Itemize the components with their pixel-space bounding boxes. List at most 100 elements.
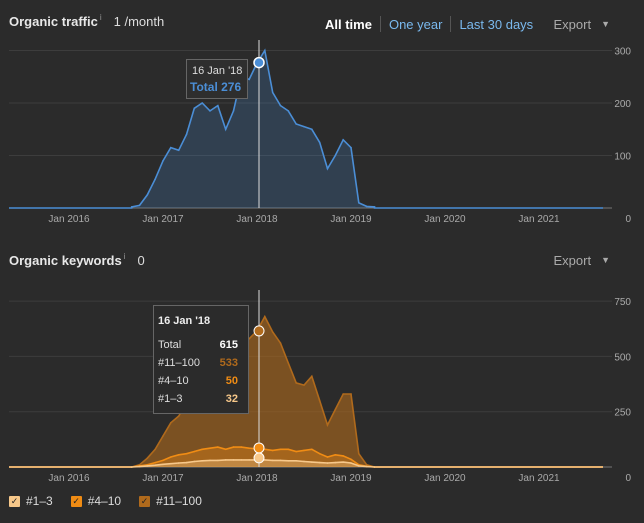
traffic-data-point <box>201 102 203 104</box>
traffic-data-point <box>311 128 313 131</box>
date-range-selector: All time One year Last 30 days <box>317 14 541 34</box>
checkbox-checked-icon[interactable]: ✓ <box>139 495 151 507</box>
traffic-data-point <box>138 204 141 207</box>
traffic-data-point <box>318 141 321 144</box>
series-data-point <box>287 448 290 451</box>
tooltip-row-1-3: #1–3 32 <box>158 393 238 405</box>
legend-item-4-10[interactable]: ✓ #4–10 <box>70 494 122 508</box>
series-data-point <box>279 342 282 344</box>
traffic-data-point <box>185 133 188 136</box>
tooltip-label: Total <box>158 339 182 351</box>
traffic-export-button[interactable]: Export ▼ <box>554 14 611 34</box>
tooltip-value: 32 <box>225 393 238 405</box>
traffic-header: Organic traffic i 1 /month <box>9 11 164 31</box>
series-data-point <box>326 462 329 464</box>
series-data-point <box>224 459 227 461</box>
series-data-point <box>146 465 149 467</box>
series-data-point <box>295 382 297 384</box>
checkbox-checked-icon[interactable]: ✓ <box>70 495 82 507</box>
series-data-point <box>138 465 141 468</box>
traffic-value: 1 /month <box>113 13 165 29</box>
y-tick-label: 500 <box>614 352 631 363</box>
series-data-point <box>154 464 156 467</box>
series-data-point <box>185 452 188 455</box>
series-data-point <box>303 449 305 452</box>
traffic-data-point <box>146 194 149 196</box>
tooltip-value: 533 <box>219 357 238 369</box>
series-data-point <box>240 446 243 448</box>
series-data-point <box>342 455 344 457</box>
series-data-point <box>326 456 329 458</box>
hover-marker <box>253 56 265 69</box>
traffic-data-point <box>326 167 329 170</box>
keywords-header: Organic keywords i 0 <box>9 250 145 270</box>
series-data-point <box>193 460 196 463</box>
traffic-data-point <box>154 178 156 180</box>
traffic-tooltip-date: 16 Jan '18 <box>192 65 243 77</box>
x-tick-label: Jan 2021 <box>518 473 560 484</box>
series-data-point <box>342 393 344 395</box>
series-data-point <box>170 456 172 458</box>
series-data-point <box>217 459 219 462</box>
x-tick-label: Jan 2019 <box>330 473 372 484</box>
series-data-point <box>334 454 337 456</box>
series-data-point <box>154 461 156 464</box>
series-data-point <box>271 331 274 333</box>
traffic-info-icon[interactable]: i <box>99 12 102 22</box>
legend-item-11-100[interactable]: ✓ #11–100 <box>139 494 202 508</box>
tooltip-value: 50 <box>225 375 238 387</box>
series-data-point <box>279 448 282 451</box>
legend-label: #4–10 <box>87 494 122 508</box>
chevron-down-icon: ▼ <box>601 19 610 29</box>
hover-marker-4-10 <box>253 442 265 454</box>
y-tick-label: 300 <box>614 47 631 58</box>
traffic-data-point <box>193 107 196 110</box>
y-tick-label: 750 <box>614 297 631 308</box>
series-data-point <box>177 415 180 417</box>
tooltip-label: #11–100 <box>158 357 201 369</box>
series-data-point <box>146 457 149 459</box>
y-tick-label: 250 <box>614 408 631 419</box>
series-data-point <box>185 461 188 464</box>
series-data-point <box>295 450 297 453</box>
series-data-point <box>232 446 235 448</box>
organic-keywords-chart[interactable]: 0 250 500 750 Jan 2016 Jan 2017 Jan 2018 Jan 20… <box>0 280 644 490</box>
series-data-point <box>358 465 360 467</box>
keywords-info-icon[interactable]: i <box>123 251 126 261</box>
series-data-point <box>264 459 266 461</box>
range-divider <box>379 16 381 32</box>
series-data-point <box>162 463 164 466</box>
keywords-export-label: Export <box>553 252 592 268</box>
range-last-30-days-button[interactable]: Last 30 days <box>459 16 534 32</box>
series-data-point <box>162 459 164 462</box>
traffic-data-point <box>271 91 274 94</box>
checkbox-checked-icon[interactable]: ✓ <box>9 495 20 507</box>
series-data-point <box>287 362 290 364</box>
traffic-area <box>9 50 603 208</box>
x-tick-label: Jan 2016 <box>48 473 90 484</box>
series-data-point <box>350 462 352 464</box>
series-data-point <box>326 424 329 426</box>
tooltip-value: 615 <box>219 339 238 351</box>
x-tick-label: Jan 2018 <box>236 214 278 225</box>
hover-marker-1-3 <box>253 452 265 464</box>
y-tick-label: 100 <box>614 152 631 163</box>
series-area <box>9 316 603 467</box>
x-tick-label: Jan 2020 <box>424 473 466 484</box>
series-data-point <box>279 459 282 462</box>
series-data-point <box>240 459 243 461</box>
traffic-data-point <box>350 146 352 149</box>
range-one-year-button[interactable]: One year <box>388 16 443 32</box>
series-data-point <box>170 462 172 465</box>
legend-item-1-3[interactable]: ✓ #1–3 <box>9 494 53 508</box>
series-data-point <box>350 458 352 461</box>
keywords-export-button[interactable]: Export ▼ <box>554 250 611 270</box>
range-all-time-button[interactable]: All time <box>325 16 372 32</box>
traffic-data-point <box>365 205 368 208</box>
series-data-point <box>271 459 274 462</box>
traffic-data-point <box>177 149 180 152</box>
series-data-point <box>224 448 227 451</box>
organic-traffic-chart[interactable]: 0 100 200 300 Jan 2016 Jan 2017 Jan 2018 Jan 20… <box>0 40 644 240</box>
series-data-point <box>130 466 133 468</box>
series-data-point <box>303 384 305 386</box>
